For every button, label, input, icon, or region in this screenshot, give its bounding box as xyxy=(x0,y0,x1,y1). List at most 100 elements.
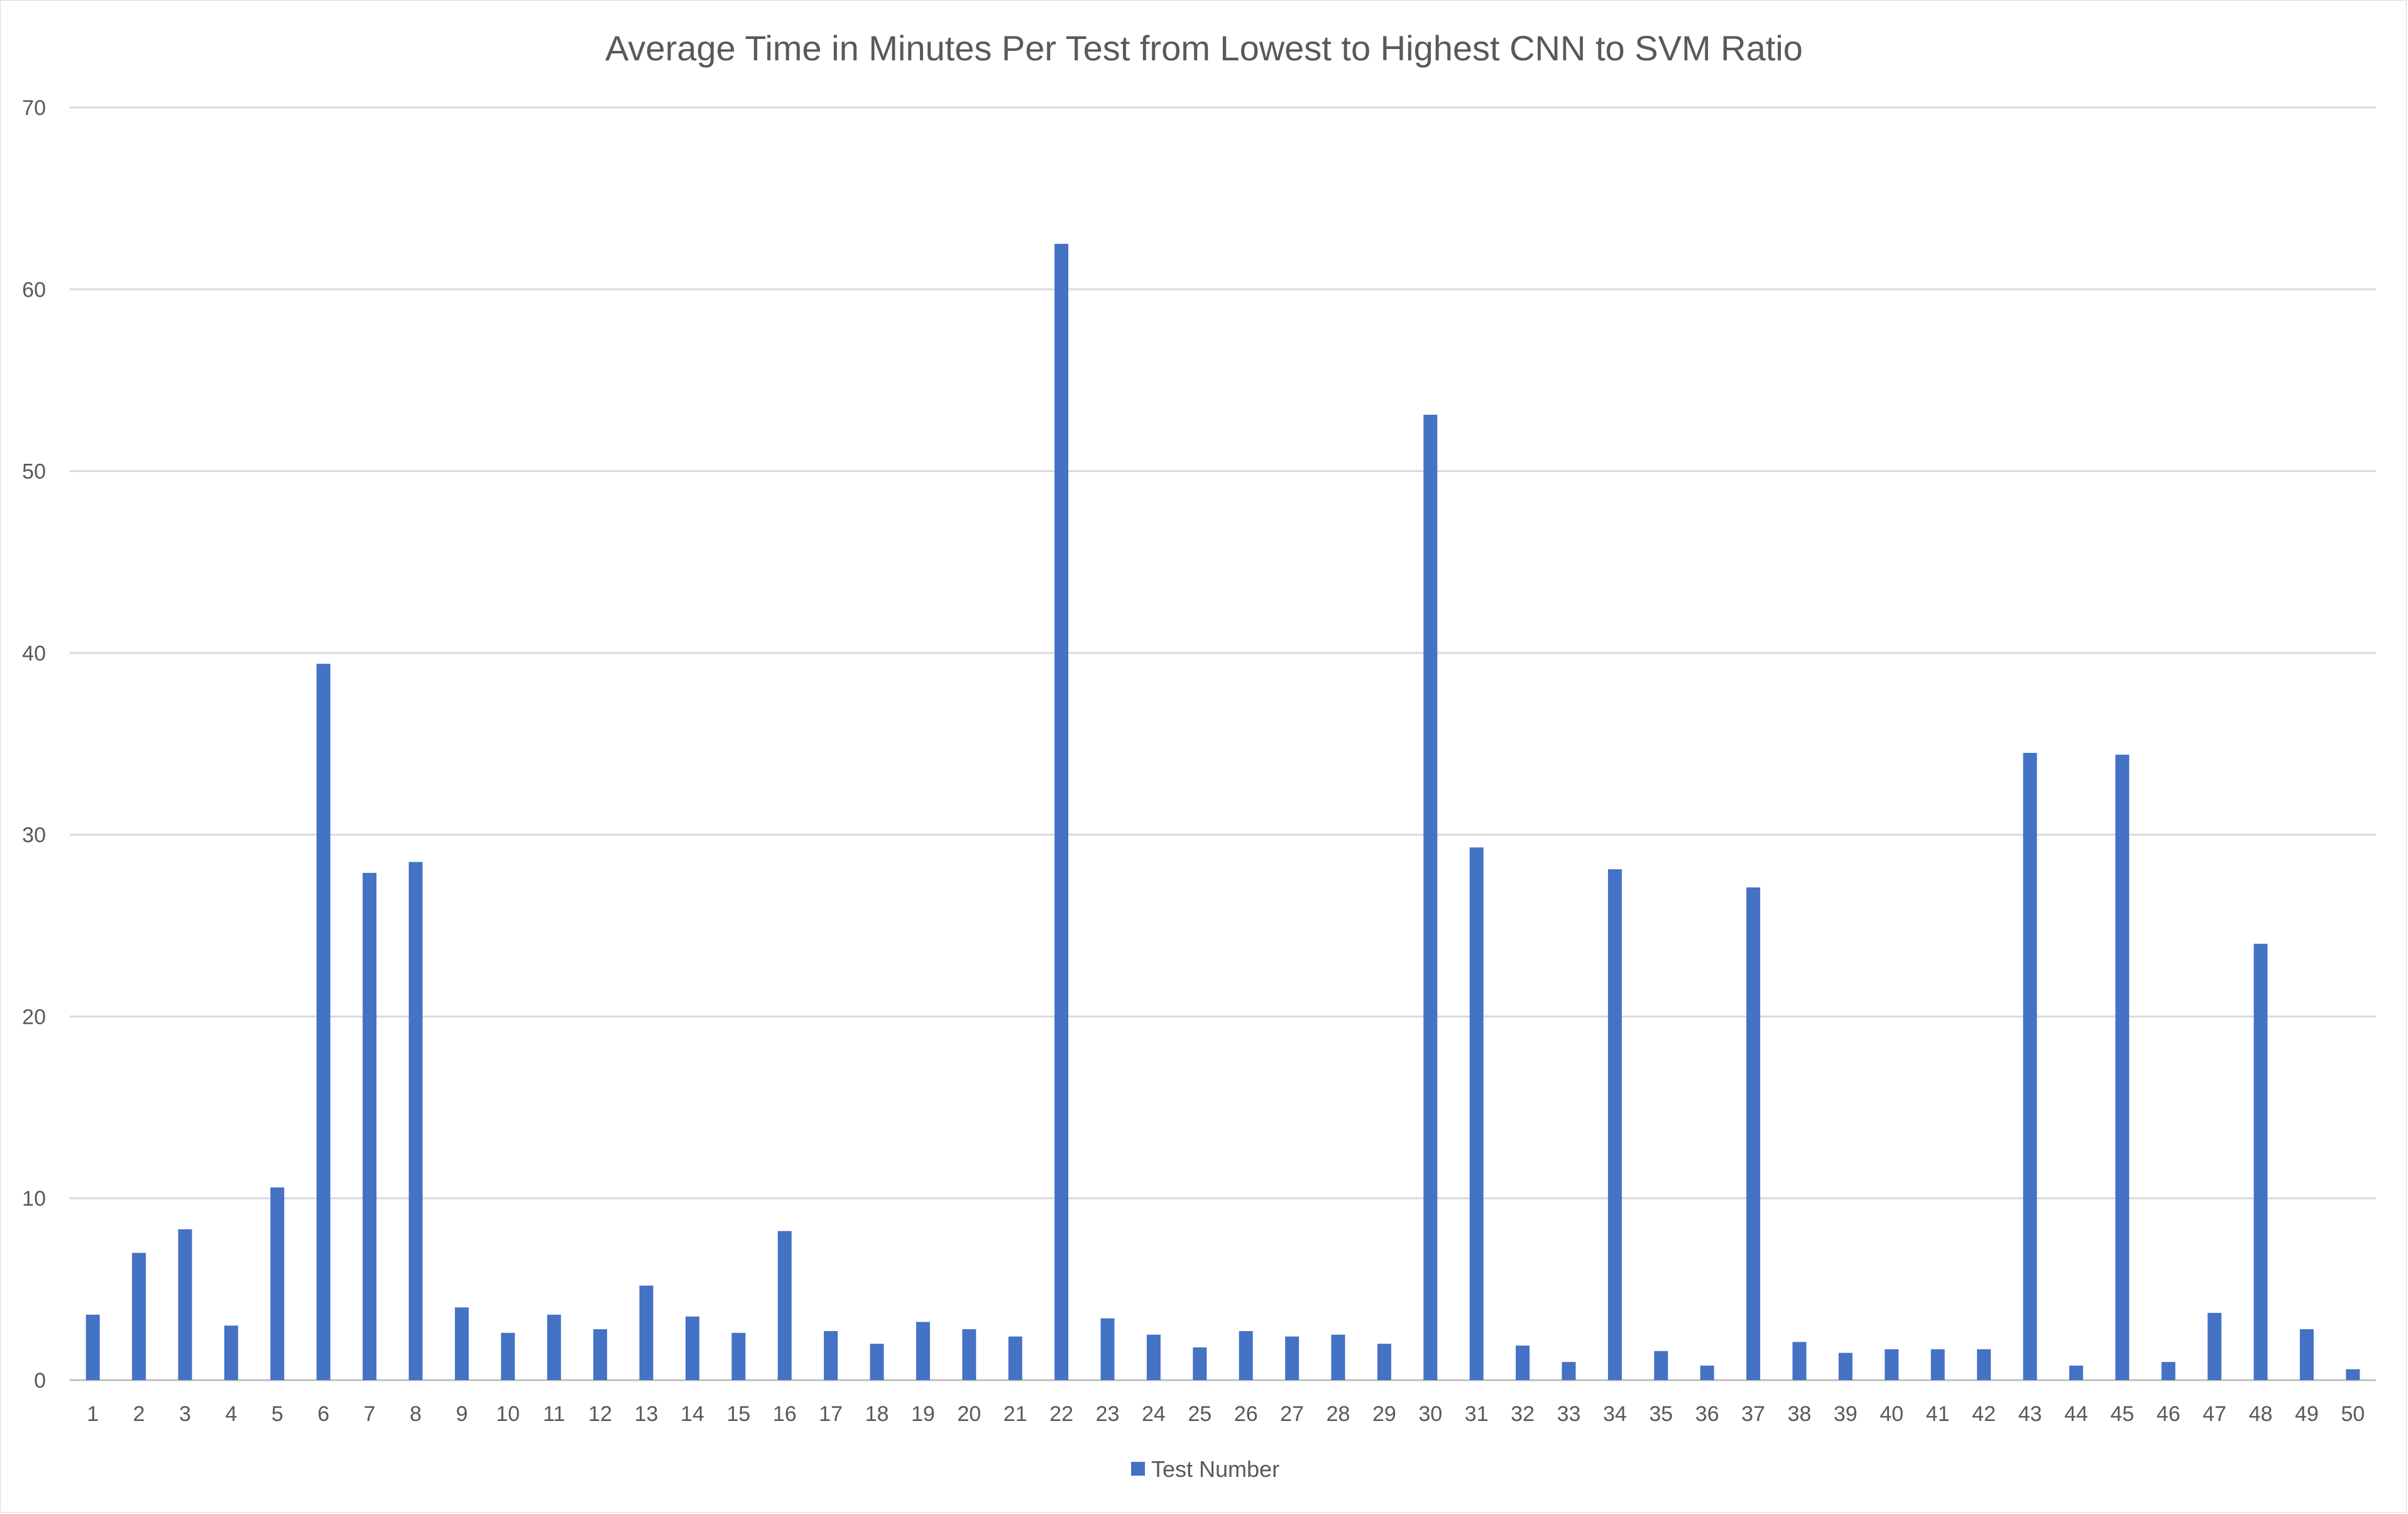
bar-test-2 xyxy=(132,1253,146,1380)
x-tick-label: 39 xyxy=(1834,1402,1858,1426)
x-tick-label: 45 xyxy=(2110,1402,2134,1426)
x-tick-label: 33 xyxy=(1557,1402,1581,1426)
x-tick-label: 13 xyxy=(635,1402,659,1426)
x-tick-label: 14 xyxy=(681,1402,704,1426)
x-tick-label: 12 xyxy=(588,1402,612,1426)
bar-test-5 xyxy=(270,1187,285,1380)
bar-test-25 xyxy=(1193,1347,1207,1380)
x-tick-label: 50 xyxy=(2341,1402,2365,1426)
y-axis-ticks: 0 10 20 30 40 50 60 70 xyxy=(22,96,46,1393)
x-tick-label: 48 xyxy=(2249,1402,2273,1426)
bar-test-35 xyxy=(1654,1351,1668,1380)
bar-test-30 xyxy=(1423,414,1438,1381)
x-tick-label: 47 xyxy=(2203,1402,2226,1426)
x-tick-label: 31 xyxy=(1465,1402,1489,1426)
x-tick-label: 2 xyxy=(133,1402,145,1426)
x-tick-label: 46 xyxy=(2157,1402,2181,1426)
x-tick-label: 37 xyxy=(1741,1402,1765,1426)
x-tick-label: 49 xyxy=(2295,1402,2319,1426)
x-tick-label: 9 xyxy=(456,1402,468,1426)
x-tick-label: 36 xyxy=(1695,1402,1719,1426)
bar-test-27 xyxy=(1285,1336,1300,1380)
bar-test-24 xyxy=(1146,1334,1161,1380)
bar-test-32 xyxy=(1516,1346,1530,1380)
bar-test-21 xyxy=(1008,1336,1022,1380)
x-tick-label: 1 xyxy=(87,1402,99,1426)
x-tick-label: 7 xyxy=(364,1402,376,1426)
bar-test-37 xyxy=(1746,887,1761,1380)
x-tick-label: 23 xyxy=(1096,1402,1120,1426)
bar-test-1 xyxy=(85,1314,100,1380)
bar-test-29 xyxy=(1377,1344,1391,1380)
x-tick-label: 5 xyxy=(271,1402,283,1426)
x-tick-label: 22 xyxy=(1049,1402,1073,1426)
x-tick-label: 11 xyxy=(543,1402,565,1426)
x-tick-label: 21 xyxy=(1004,1402,1027,1426)
x-tick-label: 40 xyxy=(1880,1402,1903,1426)
x-tick-label: 34 xyxy=(1603,1402,1627,1426)
y-tick-label: 70 xyxy=(22,96,46,120)
x-tick-label: 43 xyxy=(2018,1402,2042,1426)
legend-label: Test Number xyxy=(1151,1456,1279,1482)
x-tick-label: 35 xyxy=(1649,1402,1673,1426)
bar-test-17 xyxy=(824,1330,838,1380)
y-tick-label: 40 xyxy=(22,642,46,666)
legend: Test Number xyxy=(1131,1456,1279,1482)
y-tick-label: 10 xyxy=(22,1187,46,1211)
bar-test-12 xyxy=(593,1329,608,1380)
x-tick-label: 26 xyxy=(1234,1402,1258,1426)
x-tick-label: 32 xyxy=(1511,1402,1535,1426)
x-axis-ticks: 1 2 3 4 5 6 7 8 9 10 11 12 13 14 15 16 17 18 19 20 21 22 23 24 2… xyxy=(87,1402,2365,1426)
bar-test-13 xyxy=(639,1285,654,1380)
y-tick-label: 30 xyxy=(22,823,46,847)
bar-test-22 xyxy=(1054,243,1069,1380)
bar-test-31 xyxy=(1469,847,1484,1380)
x-tick-label: 4 xyxy=(225,1402,237,1426)
bar-test-38 xyxy=(1792,1342,1807,1380)
x-tick-label: 24 xyxy=(1142,1402,1166,1426)
x-tick-label: 20 xyxy=(957,1402,981,1426)
x-tick-label: 19 xyxy=(911,1402,935,1426)
x-tick-label: 25 xyxy=(1188,1402,1212,1426)
x-tick-label: 38 xyxy=(1788,1402,1812,1426)
x-tick-label: 8 xyxy=(410,1402,422,1426)
bar-test-50 xyxy=(2346,1369,2360,1380)
bars xyxy=(85,243,2360,1381)
bar-test-40 xyxy=(1885,1349,1899,1380)
y-tick-label: 20 xyxy=(22,1005,46,1029)
x-tick-label: 42 xyxy=(1972,1402,1996,1426)
bar-test-19 xyxy=(916,1322,930,1380)
bar-test-10 xyxy=(501,1332,515,1380)
bar-test-46 xyxy=(2161,1362,2175,1380)
bar-test-7 xyxy=(363,872,377,1380)
bar-test-34 xyxy=(1607,869,1622,1380)
x-tick-label: 17 xyxy=(819,1402,843,1426)
x-tick-label: 28 xyxy=(1327,1402,1350,1426)
bar-test-14 xyxy=(685,1316,699,1380)
gridlines xyxy=(70,106,2376,1381)
x-tick-label: 41 xyxy=(1926,1402,1950,1426)
bar-test-9 xyxy=(454,1307,469,1380)
bar-test-26 xyxy=(1239,1330,1253,1380)
x-tick-label: 6 xyxy=(317,1402,329,1426)
bar-test-3 xyxy=(178,1229,192,1380)
x-tick-label: 27 xyxy=(1280,1402,1304,1426)
bar-test-47 xyxy=(2208,1312,2222,1380)
x-tick-label: 16 xyxy=(773,1402,797,1426)
bar-test-33 xyxy=(1562,1362,1576,1380)
x-tick-label: 18 xyxy=(865,1402,889,1426)
bar-test-20 xyxy=(962,1329,977,1380)
bar-test-49 xyxy=(2299,1329,2314,1380)
bar-test-8 xyxy=(408,862,423,1380)
legend-swatch xyxy=(1131,1462,1145,1476)
bar-test-43 xyxy=(2023,752,2037,1380)
bar-test-15 xyxy=(731,1332,746,1380)
x-tick-label: 29 xyxy=(1372,1402,1396,1426)
y-tick-label: 50 xyxy=(22,460,46,484)
x-tick-label: 10 xyxy=(496,1402,520,1426)
bar-test-18 xyxy=(870,1344,884,1380)
x-tick-label: 15 xyxy=(726,1402,750,1426)
bar-test-36 xyxy=(1700,1365,1714,1380)
bar-test-42 xyxy=(1977,1349,1991,1380)
